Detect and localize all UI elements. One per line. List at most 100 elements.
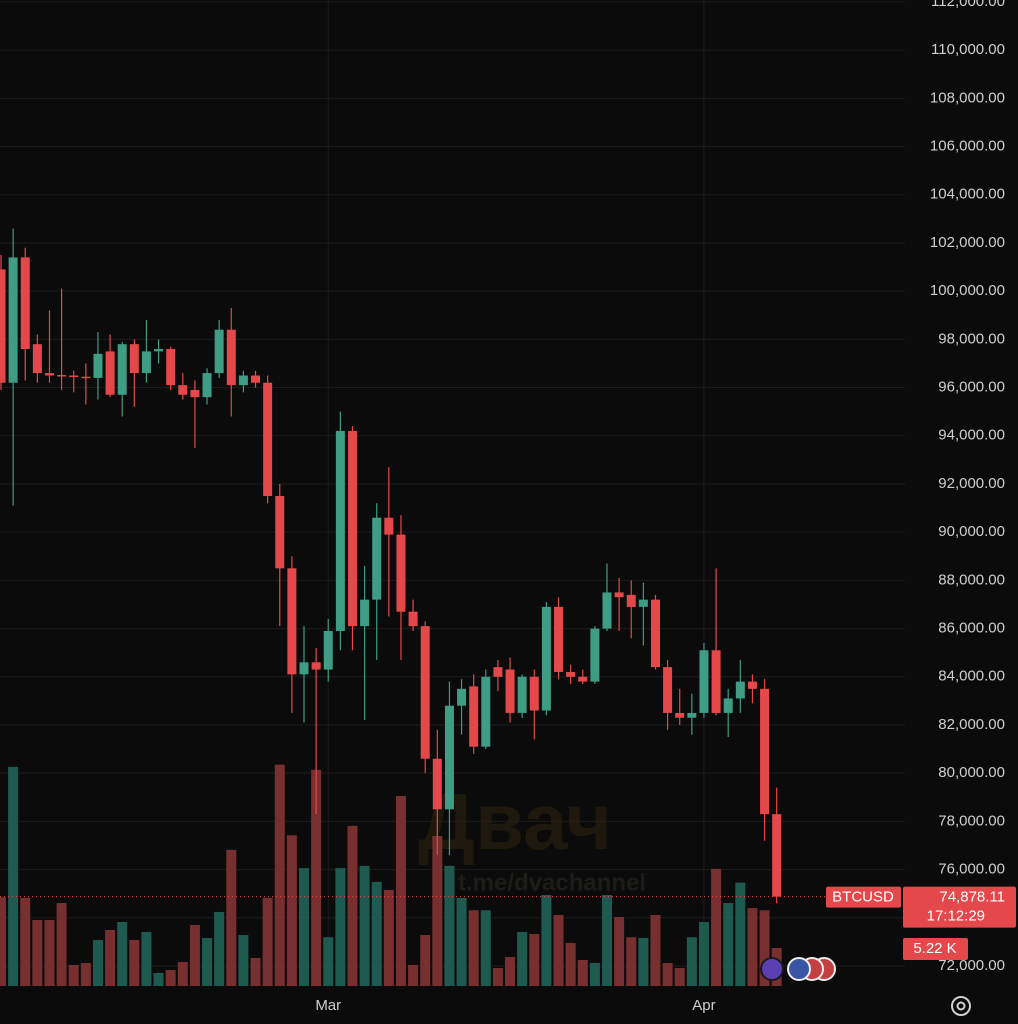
candle-body (323, 630, 333, 670)
settings-button[interactable] (951, 996, 971, 1016)
candle-body (735, 681, 745, 699)
candle-body (299, 662, 309, 675)
y-tick-label: 112,000.00 (931, 0, 1005, 10)
volume-bar (626, 937, 637, 986)
candle-body (226, 329, 236, 386)
y-tick-label: 92,000.00 (938, 475, 1005, 492)
watermark-subtitle: t.me/dvachannel (458, 869, 646, 896)
y-tick-label: 80,000.00 (938, 764, 1005, 781)
candle-body (614, 592, 624, 598)
candle-body (81, 376, 91, 379)
volume-bar (480, 910, 491, 986)
candle-body (178, 385, 188, 395)
y-tick-label: 96,000.00 (938, 379, 1005, 396)
candle-body (190, 389, 200, 398)
event-icons (760, 957, 836, 981)
candle-body (675, 712, 685, 718)
candle-body (214, 329, 224, 374)
candle-body (723, 698, 733, 713)
candle-body (372, 517, 382, 600)
candle-body (20, 257, 30, 349)
candles (0, 228, 782, 904)
volume-bar (723, 903, 734, 986)
volume-bar (553, 914, 564, 986)
y-tick-label: 106,000.00 (930, 138, 1005, 155)
candle-body (711, 650, 721, 713)
volume-bar (492, 968, 503, 986)
candle-body (335, 430, 345, 631)
last-price-box (903, 886, 1016, 928)
volume-bar (20, 897, 31, 986)
volume-bar (662, 962, 673, 986)
candle-body (699, 650, 709, 713)
volume-bar (565, 942, 576, 986)
candle-body (117, 344, 127, 395)
event-icon[interactable] (760, 957, 784, 981)
volume-bar (141, 931, 152, 986)
volume-bar (44, 919, 55, 986)
volume-bar (577, 960, 588, 986)
gear-inner (956, 1001, 966, 1011)
y-tick-label: 86,000.00 (938, 620, 1005, 637)
volume-bar (0, 897, 6, 986)
candle-body (287, 568, 297, 675)
volume-bar (32, 919, 43, 986)
volume-bar (759, 910, 770, 986)
candle-body (602, 592, 612, 629)
candle-body (663, 667, 673, 713)
candle-body (638, 599, 648, 607)
volume-bar (335, 868, 346, 986)
volume-bar (286, 835, 297, 986)
volume-bar (371, 881, 382, 986)
volume-bar (529, 934, 540, 986)
y-tick-label: 76,000.00 (938, 861, 1005, 878)
y-tick-label: 100,000.00 (930, 282, 1005, 299)
volume-bar (8, 766, 19, 986)
volume-bar (468, 910, 479, 986)
volume-bar (505, 957, 516, 986)
candle-body (154, 348, 164, 352)
gear-outer (951, 996, 971, 1016)
y-tick-label: 98,000.00 (938, 330, 1005, 347)
candle-body (626, 594, 636, 607)
volume-bar (274, 764, 285, 986)
volume-bar (735, 882, 746, 986)
volume-bar (347, 825, 358, 986)
candle-body (32, 344, 42, 374)
volume-bar (698, 922, 709, 986)
candle-body (360, 599, 370, 627)
volume-bar (129, 939, 140, 986)
candle-body (0, 269, 6, 383)
candle-body (493, 667, 503, 677)
volume-bar (226, 849, 237, 986)
volume-bar (408, 964, 419, 986)
candle-body (432, 758, 442, 810)
y-tick-label: 104,000.00 (930, 186, 1005, 203)
volume-bar (383, 889, 394, 986)
event-icon[interactable] (787, 957, 811, 981)
volume-bar (359, 865, 370, 986)
volume-bar (214, 911, 225, 986)
candle-body (166, 348, 176, 386)
volume-bar (238, 935, 249, 986)
candle-body (129, 344, 139, 374)
candle-body (578, 676, 588, 682)
volume-bar (674, 968, 685, 986)
y-tick-label: 82,000.00 (938, 716, 1005, 733)
volume-bar (517, 931, 528, 986)
y-tick-label: 110,000.00 (931, 41, 1005, 58)
symbol-box (826, 886, 901, 908)
candle-body (457, 688, 467, 706)
candle-body (311, 662, 321, 670)
volume-pane (0, 764, 782, 986)
candle-body (263, 382, 273, 497)
x-tick-label: Apr (692, 997, 715, 1014)
volume-bar (250, 957, 261, 986)
volume-bar (202, 937, 213, 986)
candle-body (760, 688, 770, 815)
volume-bar (444, 865, 455, 986)
y-tick-label: 88,000.00 (938, 571, 1005, 588)
